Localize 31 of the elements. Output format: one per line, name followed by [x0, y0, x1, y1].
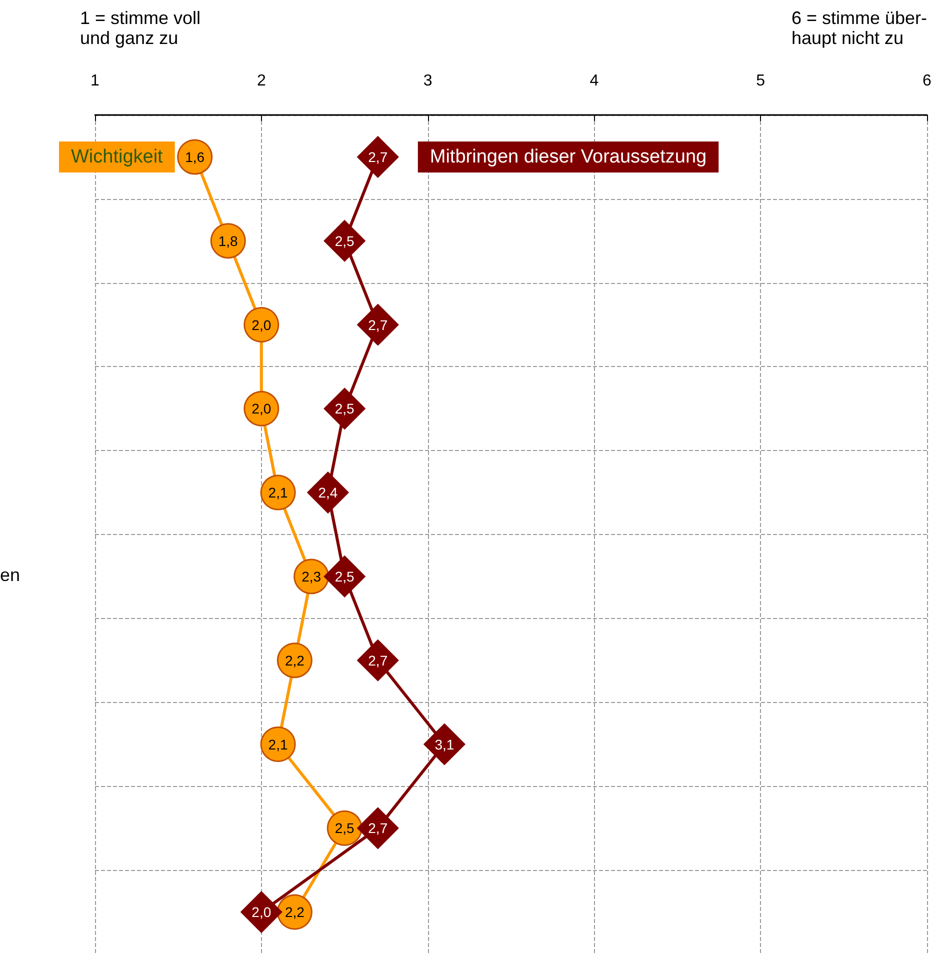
data-label: 2,0 — [252, 904, 272, 920]
data-label: 2,5 — [334, 400, 355, 417]
data-label: 2,3 — [302, 568, 322, 584]
x-tick-label: 3 — [423, 72, 432, 90]
data-label: 2,7 — [368, 820, 388, 836]
data-label: 2,1 — [268, 484, 288, 501]
text: 1 = stimme voll und ganz zu — [80, 8, 201, 48]
data-label: 1,8 — [218, 232, 238, 249]
text: 6 = stimme über- haupt nicht zu — [791, 8, 928, 48]
data-label: 2,0 — [252, 400, 272, 417]
data-label: 2,5 — [334, 232, 355, 249]
x-tick-label: 2 — [256, 72, 266, 90]
data-label: 2,0 — [252, 316, 272, 333]
data-label: 2,7 — [368, 652, 388, 668]
data-label: 2,4 — [318, 484, 338, 501]
x-tick-label: 1 — [90, 72, 100, 90]
data-label: 2,7 — [368, 148, 388, 165]
series-label: Wichtigkeit — [70, 146, 164, 168]
data-label: 2,7 — [368, 316, 388, 333]
data-label: 2,2 — [284, 904, 305, 920]
data-label: 2,5 — [334, 568, 355, 584]
data-label: 2,5 — [334, 820, 355, 836]
x-tick-label: 4 — [590, 72, 599, 90]
data-label: 3,1 — [434, 736, 454, 752]
x-tick-label: 5 — [756, 72, 766, 90]
data-label: 2,1 — [268, 736, 288, 752]
text: en — [0, 565, 20, 585]
data-label: 1,6 — [185, 148, 205, 165]
x-tick-label: 6 — [922, 72, 932, 90]
series-label: Mitbringen dieser Voraussetzung — [430, 146, 707, 168]
data-label: 2,2 — [284, 652, 305, 668]
